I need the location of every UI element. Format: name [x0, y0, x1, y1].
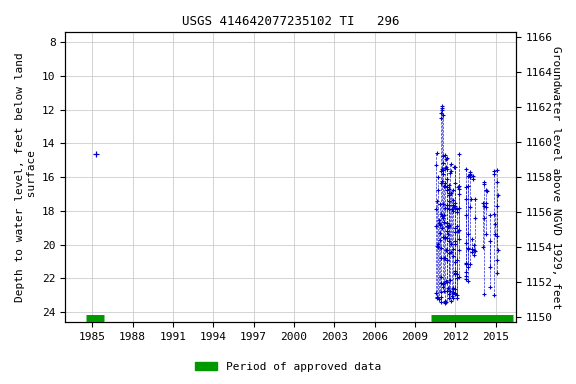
Title: USGS 414642077235102 TI   296: USGS 414642077235102 TI 296	[182, 15, 399, 28]
Legend: Period of approved data: Period of approved data	[191, 358, 385, 377]
Y-axis label: Groundwater level above NGVD 1929, feet: Groundwater level above NGVD 1929, feet	[551, 46, 561, 309]
Y-axis label: Depth to water level, feet below land
 surface: Depth to water level, feet below land su…	[15, 52, 37, 302]
